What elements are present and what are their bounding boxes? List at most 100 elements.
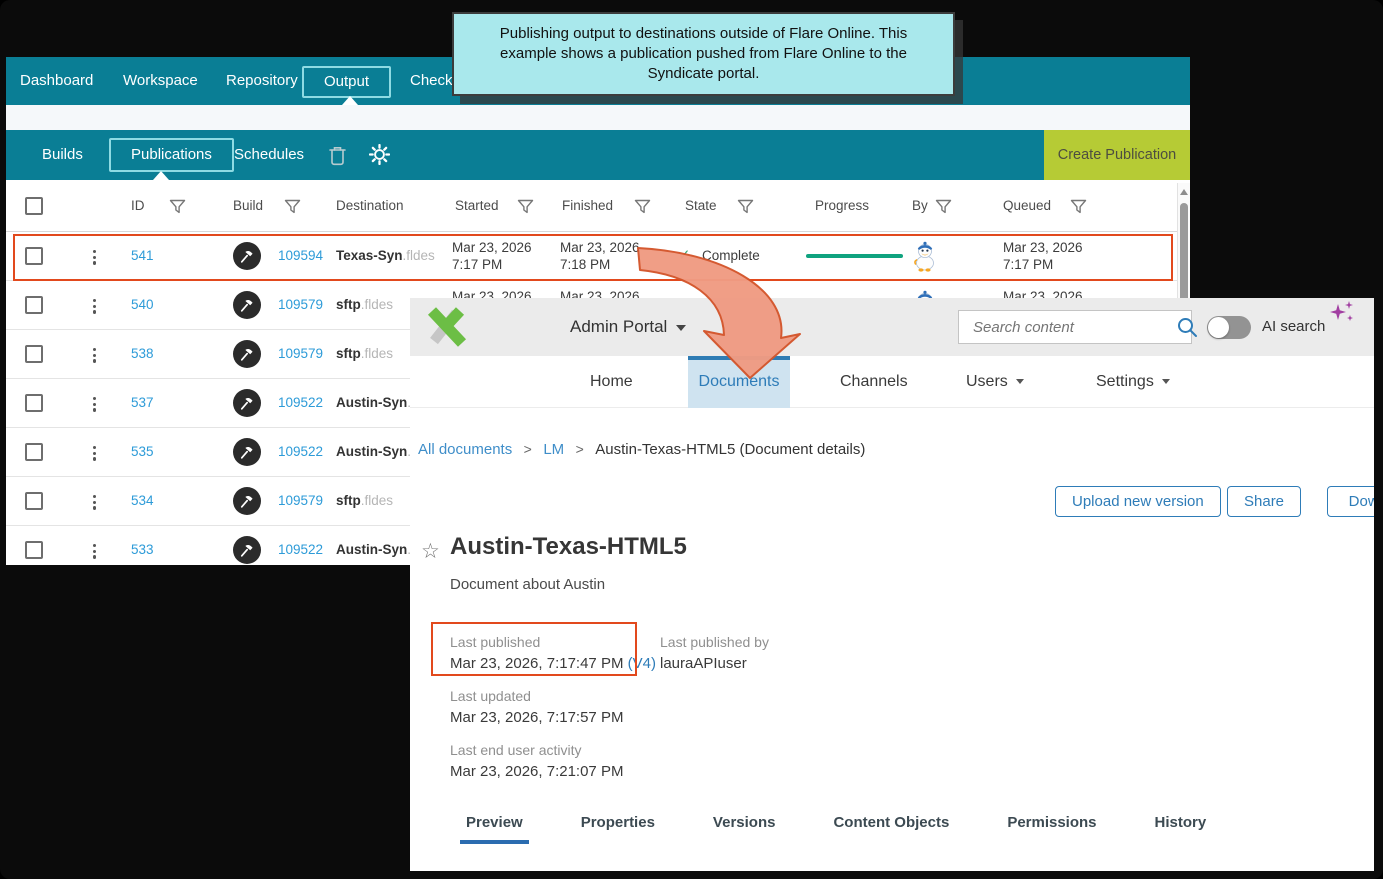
build-id-link[interactable]: 109579 (278, 346, 324, 361)
col-destination[interactable]: Destination (336, 198, 404, 213)
download-button[interactable]: Download (1327, 486, 1374, 517)
portal-nav-settings[interactable]: Settings (1096, 356, 1170, 408)
tab-content-objects[interactable]: Content Objects (833, 814, 950, 831)
filter-icon-state[interactable] (737, 199, 754, 219)
tab-versions[interactable]: Versions (712, 814, 776, 831)
last-activity-value: Mar 23, 2026, 7:21:07 PM (450, 763, 624, 780)
document-subtitle: Document about Austin (450, 576, 606, 593)
version-link[interactable]: (V4) (627, 655, 656, 672)
scroll-up-arrow-icon[interactable] (1180, 189, 1188, 195)
row-checkbox[interactable] (25, 541, 43, 559)
favorite-star-icon[interactable]: ☆ (421, 540, 440, 563)
breadcrumb-lm[interactable]: LM (543, 441, 565, 458)
search-input[interactable] (971, 317, 1176, 337)
col-progress[interactable]: Progress (815, 198, 870, 213)
build-id-link[interactable]: 109579 (278, 297, 324, 312)
col-state[interactable]: State (685, 198, 717, 213)
portal-nav-channels[interactable]: Channels (840, 373, 908, 390)
col-id[interactable]: ID (131, 198, 145, 213)
breadcrumb-all-documents[interactable]: All documents (418, 441, 513, 458)
publication-id-link[interactable]: 541 (131, 248, 154, 263)
destination-cell: sftp.fldes (336, 297, 394, 312)
col-finished[interactable]: Finished (562, 198, 614, 213)
destination-cell: sftp.fldes (336, 346, 394, 361)
row-checkbox[interactable] (25, 443, 43, 461)
build-id-link[interactable]: 109522 (278, 395, 324, 410)
trash-icon[interactable] (328, 145, 347, 171)
kebab-menu-icon[interactable] (90, 345, 99, 366)
subnav-schedules[interactable]: Schedules (234, 146, 305, 163)
publication-id-link[interactable]: 535 (131, 444, 154, 459)
tab-properties[interactable]: Properties (580, 814, 655, 831)
progress-bar (806, 254, 903, 258)
filter-icon-started[interactable] (517, 199, 534, 219)
nav-workspace[interactable]: Workspace (123, 72, 198, 89)
nav-dashboard[interactable]: Dashboard (20, 72, 94, 89)
syndicate-logo-icon[interactable] (426, 307, 468, 352)
filter-icon-by[interactable] (935, 199, 952, 219)
nav-repository[interactable]: Repository (226, 72, 298, 89)
chevron-down-icon (676, 324, 687, 331)
row-checkbox[interactable] (25, 394, 43, 412)
upload-new-version-button[interactable]: Upload new version (1055, 486, 1221, 517)
tab-permissions[interactable]: Permissions (1007, 814, 1097, 831)
build-id-link[interactable]: 109522 (278, 444, 324, 459)
gear-icon[interactable] (368, 143, 391, 170)
portal-nav-documents[interactable]: Documents (688, 356, 790, 408)
selected-tab-bar (688, 356, 790, 360)
publication-id-link[interactable]: 540 (131, 297, 154, 312)
kebab-menu-icon[interactable] (90, 296, 99, 317)
syndicate-portal-window: Admin Portal AI search Home Documents Ch… (410, 298, 1374, 871)
user-avatar-duck (912, 240, 938, 277)
publication-id-link[interactable]: 534 (131, 493, 154, 508)
select-all-checkbox[interactable] (25, 197, 43, 215)
row-checkbox[interactable] (25, 345, 43, 363)
portal-nav-users[interactable]: Users (966, 356, 1024, 408)
nav-output[interactable]: Output (302, 66, 392, 98)
build-id-link[interactable]: 109522 (278, 542, 324, 557)
kebab-menu-icon[interactable] (90, 443, 99, 464)
last-updated-label: Last updated (450, 688, 531, 704)
portal-nav-home[interactable]: Home (590, 373, 633, 390)
search-icon[interactable] (1176, 316, 1198, 338)
state-check-icon: ✓ (678, 247, 691, 264)
breadcrumb-current: Austin-Texas-HTML5 (Document details) (595, 441, 866, 458)
workspace-selector[interactable]: Admin Portal (570, 298, 687, 356)
kebab-menu-icon[interactable] (90, 492, 99, 513)
publication-id-link[interactable]: 537 (131, 395, 154, 410)
tab-preview[interactable]: Preview (460, 814, 529, 844)
subnav-publications[interactable]: Publications (109, 138, 234, 172)
row-checkbox[interactable] (25, 492, 43, 510)
destination-name: Texas-Syn (336, 248, 403, 263)
toggle-knob (1208, 317, 1229, 338)
scrollbar-thumb[interactable] (1180, 203, 1188, 348)
build-id-link[interactable]: 109579 (278, 493, 324, 508)
destination-cell: Austin-Syn. (336, 444, 411, 459)
kebab-menu-icon[interactable] (90, 394, 99, 415)
col-by[interactable]: By (912, 198, 928, 213)
tab-history[interactable]: History (1154, 814, 1207, 831)
row-checkbox[interactable] (25, 247, 43, 265)
publication-id-link[interactable]: 533 (131, 542, 154, 557)
build-hammer-icon (233, 438, 261, 466)
kebab-menu-icon[interactable] (90, 541, 99, 562)
publication-id-link[interactable]: 538 (131, 346, 154, 361)
row-checkbox[interactable] (25, 296, 43, 314)
filter-icon-queued[interactable] (1070, 199, 1087, 219)
chevron-down-icon (1015, 379, 1024, 385)
share-button[interactable]: Share (1227, 486, 1302, 517)
filter-icon-build[interactable] (284, 199, 301, 219)
breadcrumb-separator: > (575, 441, 584, 457)
create-publication-button[interactable]: Create Publication (1044, 130, 1190, 180)
col-started[interactable]: Started (455, 198, 499, 213)
kebab-menu-icon[interactable] (90, 247, 99, 268)
ai-search-toggle[interactable] (1207, 316, 1251, 339)
subnav-builds[interactable]: Builds (42, 146, 83, 163)
col-queued[interactable]: Queued (1003, 198, 1052, 213)
filter-icon-finished[interactable] (634, 199, 651, 219)
state-cell: Complete (702, 248, 760, 263)
build-id-link[interactable]: 109594 (278, 248, 324, 263)
col-build[interactable]: Build (233, 198, 264, 213)
filter-icon-id[interactable] (169, 199, 186, 219)
